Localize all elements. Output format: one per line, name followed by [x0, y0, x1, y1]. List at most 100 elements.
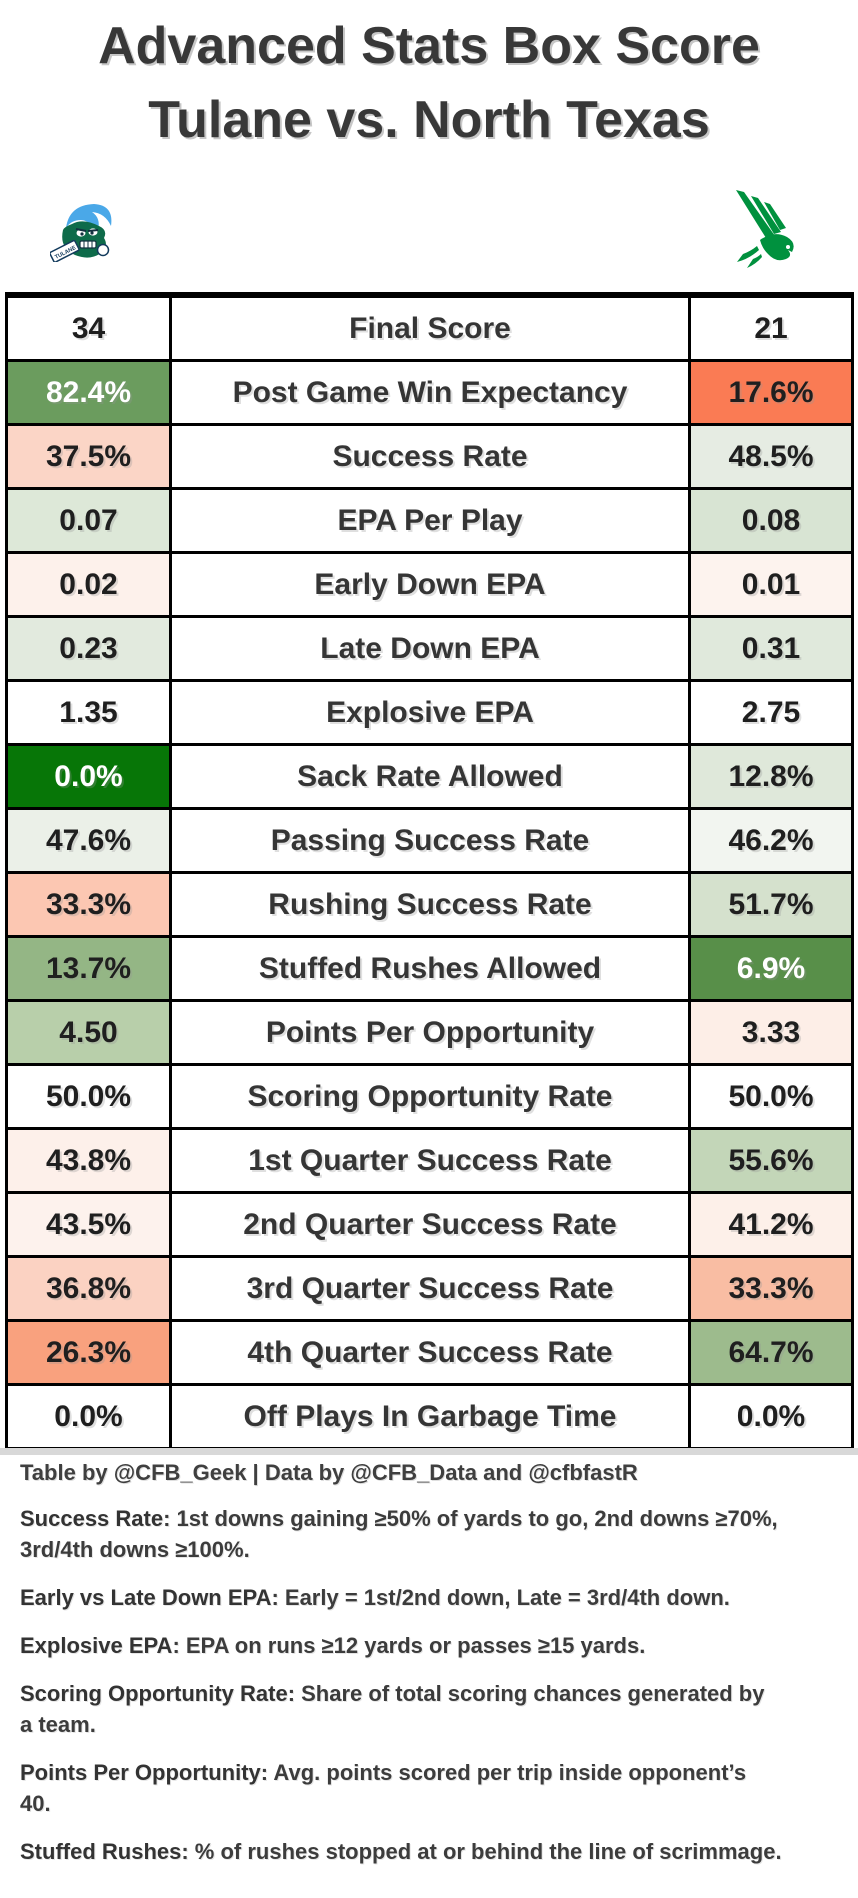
page-title-line1: Advanced Stats Box Score	[98, 17, 760, 75]
left-value-cell: 37.5%	[5, 423, 172, 490]
left-value-cell: 47.6%	[5, 807, 172, 874]
right-value-cell: 46.2%	[688, 807, 854, 874]
left-value-cell: 43.5%	[5, 1191, 172, 1258]
table-row: 0.07 EPA Per Play 0.08	[5, 487, 854, 554]
right-value-cell: 2.75	[688, 679, 854, 746]
footnote-label: Explosive EPA	[20, 1633, 173, 1658]
table-row: 0.02 Early Down EPA 0.01	[5, 551, 854, 618]
right-value-cell: 50.0%	[688, 1063, 854, 1130]
left-value-cell: 0.23	[5, 615, 172, 682]
table-row: 26.3% 4th Quarter Success Rate 64.7%	[5, 1319, 854, 1386]
footnote-label: Success Rate	[20, 1506, 164, 1531]
table-row: 43.5% 2nd Quarter Success Rate 41.2%	[5, 1191, 854, 1258]
metric-cell: Early Down EPA	[169, 551, 691, 618]
tulane-wave-crest	[66, 204, 112, 233]
footnote: Explosive EPA: EPA on runs ≥12 yards or …	[20, 1633, 646, 1658]
metric-cell: Stuffed Rushes Allowed	[169, 935, 691, 1002]
table-row: 1.35 Explosive EPA 2.75	[5, 679, 854, 746]
right-value-cell: 17.6%	[688, 359, 854, 426]
metric-cell: 1st Quarter Success Rate	[169, 1127, 691, 1194]
table-row: 50.0% Scoring Opportunity Rate 50.0%	[5, 1063, 854, 1130]
left-value-cell: 26.3%	[5, 1319, 172, 1386]
stats-table-body: 34 Final Score 21 82.4% Post Game Win Expect…	[5, 293, 854, 1450]
metric-cell: Explosive EPA	[169, 679, 691, 746]
metric-cell: 2nd Quarter Success Rate	[169, 1191, 691, 1258]
footer: Table by @CFB_Geek | Data by @CFB_Data a…	[20, 1460, 800, 1867]
footnote-label: Scoring Opportunity Rate	[20, 1681, 288, 1706]
footnote: Points Per Opportunity: Avg. points scor…	[20, 1760, 747, 1816]
right-value-cell: 64.7%	[688, 1319, 854, 1386]
metric-cell: 3rd Quarter Success Rate	[169, 1255, 691, 1322]
footer-notes: Success Rate: 1st downs gaining ≥50% of …	[20, 1503, 800, 1867]
metric-cell: Sack Rate Allowed	[169, 743, 691, 810]
right-value-cell: 0.31	[688, 615, 854, 682]
table-row: 4.50 Points Per Opportunity 3.33	[5, 999, 854, 1066]
footnote: Success Rate: 1st downs gaining ≥50% of …	[20, 1506, 778, 1562]
right-value-cell: 3.33	[688, 999, 854, 1066]
left-value-cell: 0.0%	[5, 1383, 172, 1450]
right-value-cell: 6.9%	[688, 935, 854, 1002]
metric-cell: Passing Success Rate	[169, 807, 691, 874]
footnote-label: Stuffed Rushes	[20, 1839, 182, 1864]
table-row: 13.7% Stuffed Rushes Allowed 6.9%	[5, 935, 854, 1002]
left-value-cell: 50.0%	[5, 1063, 172, 1130]
left-value-cell: 0.02	[5, 551, 172, 618]
metric-cell: 4th Quarter Success Rate	[169, 1319, 691, 1386]
right-value-cell: 51.7%	[688, 871, 854, 938]
left-value-cell: 13.7%	[5, 935, 172, 1002]
left-value-cell: 82.4%	[5, 359, 172, 426]
footnote: Stuffed Rushes: % of rushes stopped at o…	[20, 1839, 782, 1864]
right-value-cell: 55.6%	[688, 1127, 854, 1194]
table-row: 47.6% Passing Success Rate 46.2%	[5, 807, 854, 874]
tulane-brow-right	[87, 229, 99, 232]
footnote-label: Points Per Opportunity	[20, 1760, 261, 1785]
left-value-cell: 36.8%	[5, 1255, 172, 1322]
advanced-stats-table: 34 Final Score 21 82.4% Post Game Win Expect…	[5, 292, 854, 1450]
right-value-cell: 12.8%	[688, 743, 854, 810]
left-value-cell: 34	[5, 293, 172, 362]
table-row: 0.0% Sack Rate Allowed 12.8%	[5, 743, 854, 810]
footnote: Early vs Late Down EPA: Early = 1st/2nd …	[20, 1585, 730, 1610]
right-value-cell: 21	[688, 293, 854, 362]
table-row: 0.23 Late Down EPA 0.31	[5, 615, 854, 682]
left-value-cell: 43.8%	[5, 1127, 172, 1194]
footer-divider	[0, 1448, 858, 1455]
left-value-cell: 0.0%	[5, 743, 172, 810]
tulane-brow-left	[75, 228, 87, 232]
north-texas-logo-icon	[736, 190, 798, 268]
metric-cell: Final Score	[169, 293, 691, 362]
eagle-eye	[786, 245, 790, 249]
tulane-logo-icon: TULANE	[50, 204, 112, 262]
table-row: 0.0% Off Plays In Garbage Time 0.0%	[5, 1383, 854, 1450]
attribution-line: Table by @CFB_Geek | Data by @CFB_Data a…	[20, 1460, 638, 1485]
north-texas-eagle	[736, 190, 798, 268]
left-value-cell: 1.35	[5, 679, 172, 746]
metric-cell: Off Plays In Garbage Time	[169, 1383, 691, 1450]
tulane-teeth-lines	[83, 241, 93, 248]
metric-cell: Scoring Opportunity Rate	[169, 1063, 691, 1130]
footnote-label: Early vs Late Down EPA	[20, 1585, 272, 1610]
left-value-cell: 33.3%	[5, 871, 172, 938]
right-value-cell: 0.01	[688, 551, 854, 618]
left-value-cell: 0.07	[5, 487, 172, 554]
tulane-fist	[96, 243, 110, 257]
table-row: 82.4% Post Game Win Expectancy 17.6%	[5, 359, 854, 426]
table-row: 34 Final Score 21	[5, 293, 854, 362]
metric-cell: EPA Per Play	[169, 487, 691, 554]
eagle-beak	[792, 252, 798, 257]
table-row: 36.8% 3rd Quarter Success Rate 33.3%	[5, 1255, 854, 1322]
table-row: 37.5% Success Rate 48.5%	[5, 423, 854, 490]
metric-cell: Rushing Success Rate	[169, 871, 691, 938]
table-row: 33.3% Rushing Success Rate 51.7%	[5, 871, 854, 938]
metric-cell: Points Per Opportunity	[169, 999, 691, 1066]
right-value-cell: 48.5%	[688, 423, 854, 490]
right-value-cell: 0.0%	[688, 1383, 854, 1450]
table-row: 43.8% 1st Quarter Success Rate 55.6%	[5, 1127, 854, 1194]
tulane-pupil-right	[90, 231, 94, 235]
metric-cell: Post Game Win Expectancy	[169, 359, 691, 426]
page-title-line2: Tulane vs. North Texas	[148, 91, 710, 149]
right-value-cell: 33.3%	[688, 1255, 854, 1322]
left-value-cell: 4.50	[5, 999, 172, 1066]
tulane-pupil-left	[80, 232, 84, 236]
